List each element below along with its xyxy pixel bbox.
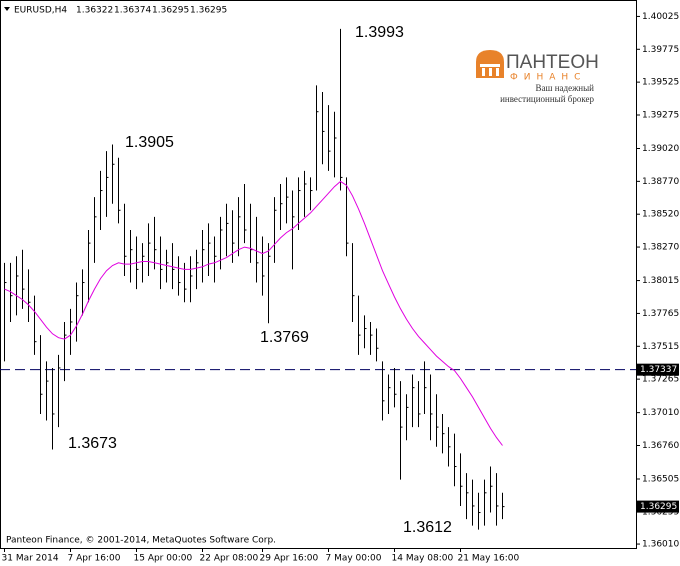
header-low: 1.36295 [152, 6, 189, 16]
header-arrow [4, 7, 10, 11]
header-close: 1.36295 [190, 6, 227, 16]
y-tick-label: 1.40025 [642, 12, 679, 22]
y-tick-label: 1.37010 [642, 408, 679, 418]
y-tick-label: 1.36505 [642, 475, 679, 485]
y-tick-label: 1.37515 [642, 342, 679, 352]
y-tick-label: 1.36760 [642, 441, 679, 451]
annotation: 1.3612 [403, 519, 452, 536]
x-tick-label: 31 Mar 2014 [2, 554, 59, 564]
annotation: 1.3905 [125, 134, 174, 151]
header-high: 1.36374 [114, 6, 151, 16]
bid-label: 1.36295 [640, 502, 677, 512]
header-open: 1.36322 [76, 6, 113, 16]
logo-slogan: Ваш надежный [536, 83, 595, 93]
y-tick-label: 1.38270 [642, 243, 679, 253]
y-tick-label: 1.37265 [642, 375, 679, 385]
plot-frame [0, 0, 637, 549]
y-tick-label: 1.39525 [642, 78, 679, 88]
logo-slogan: инвестиционный брокер [500, 94, 594, 104]
y-tick-label: 1.39775 [642, 45, 679, 55]
logo-sub: ФИНАНС [510, 73, 586, 83]
x-tick-label: 15 Apr 00:00 [134, 554, 193, 564]
header: EURUSD,H4 1.36322 1.36374 1.36295 1.3629… [4, 6, 227, 16]
x-tick-label: 7 Apr 16:00 [68, 554, 121, 564]
copyright: Panteon Finance, © 2001-2014, MetaQuotes… [6, 536, 276, 546]
hline-label: 1.37337 [640, 365, 677, 375]
logo: ПАНТЕОН ФИНАНС Ваш надежный инвестиционн… [476, 50, 599, 104]
moving-average [4, 180, 503, 446]
y-tick-label: 1.38520 [642, 210, 679, 220]
logo-name: ПАНТЕОН [506, 52, 599, 73]
symbol: EURUSD,H4 [14, 6, 67, 16]
x-tick-label: 29 Apr 16:00 [260, 554, 319, 564]
y-tick-label: 1.36010 [642, 540, 679, 550]
hline-label-box [637, 363, 679, 376]
annotation: 1.3993 [355, 24, 404, 41]
x-tick-label: 21 May 16:00 [458, 554, 520, 564]
x-tick-label: 22 Apr 08:00 [200, 554, 259, 564]
y-tick-label: 1.37765 [642, 309, 679, 319]
logo-icon-bar [480, 64, 500, 67]
annotation: 1.3673 [68, 435, 117, 452]
y-tick-label: 1.39275 [642, 110, 679, 120]
x-tick-label: 14 May 08:00 [392, 554, 454, 564]
logo-icon-col [489, 68, 492, 76]
bid-label-box [637, 500, 679, 513]
annotation: 1.3769 [260, 329, 309, 346]
x-tick-label: 7 May 00:00 [326, 554, 382, 564]
y-tick-label: 1.39020 [642, 144, 679, 154]
logo-icon-col [496, 68, 499, 76]
logo-icon-col [482, 68, 485, 76]
y-tick-label: 1.38770 [642, 177, 679, 187]
y-tick-label: 1.38015 [642, 276, 679, 286]
